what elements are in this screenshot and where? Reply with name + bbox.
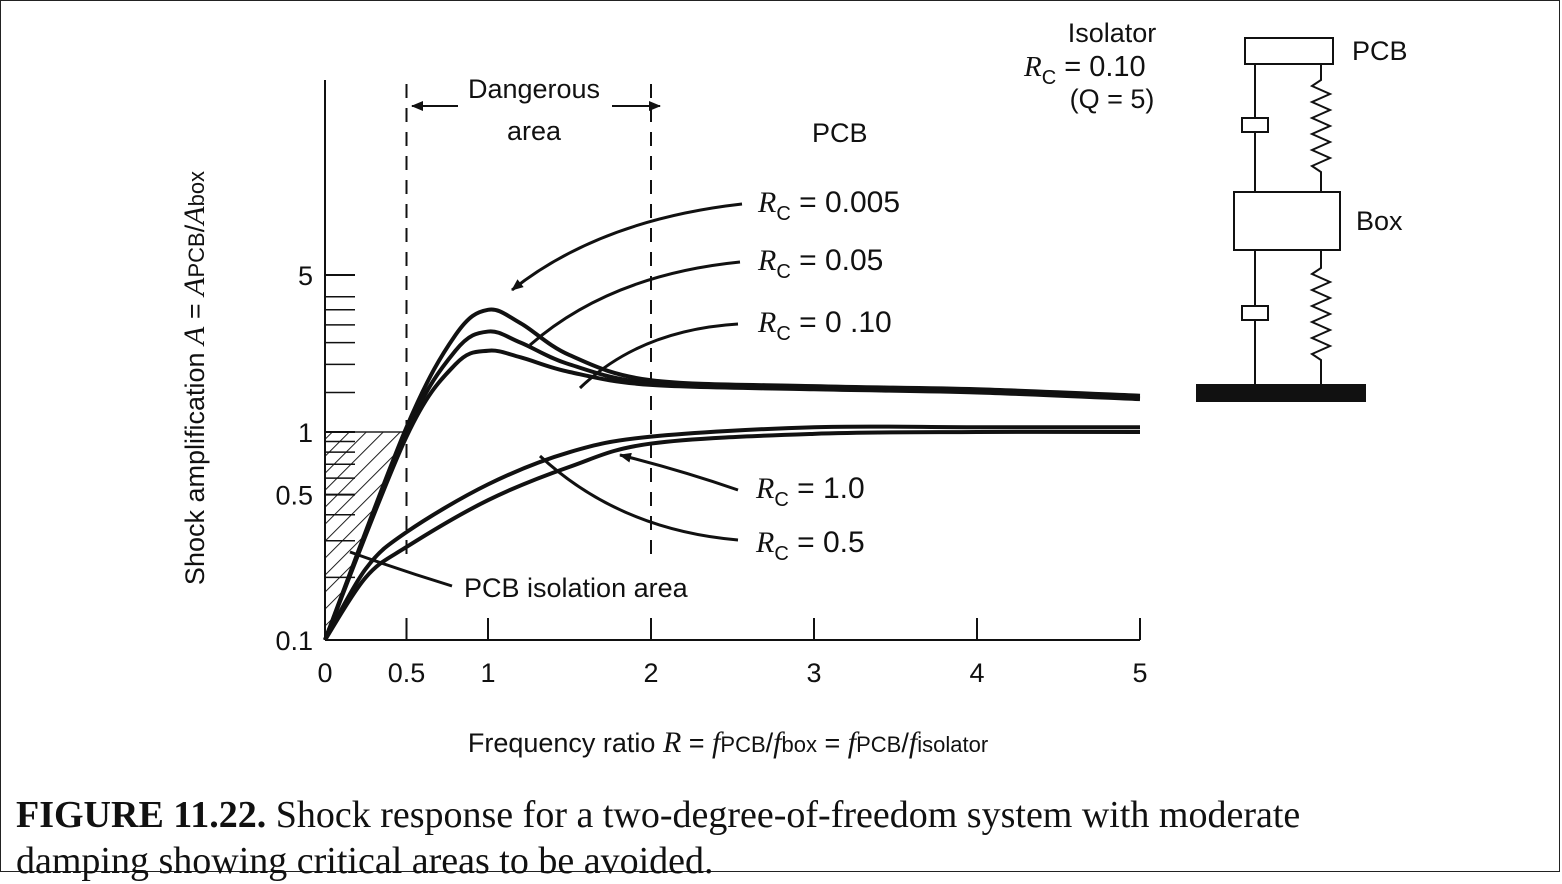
y-tick-label: 0.1 [275, 626, 313, 656]
x-tick-label: 0 [317, 658, 332, 688]
caption-figure-id: FIGURE 11.22. [16, 794, 267, 836]
leader-lines [349, 202, 743, 588]
x-tick-label: 1 [480, 658, 495, 688]
x-tick-label: 4 [969, 658, 984, 688]
series-label-4: RC = 0.5 [755, 526, 865, 565]
x-tick-label: 0.5 [388, 658, 426, 688]
lower-damper [1241, 305, 1269, 321]
dangerous-area-bounds [405, 84, 652, 560]
series-label-2: RC = 0 .10 [757, 306, 892, 345]
x-tick-label: 3 [806, 658, 821, 688]
figure-caption: FIGURE 11.22. Shock response for a two-d… [16, 792, 1556, 884]
pcb-inset-label: PCB [1352, 36, 1408, 66]
x-tick-group: 0 0.5 1 2 3 4 5 [317, 618, 1148, 688]
isolator-inset: Isolator RC = 0.10 (Q = 5) PCB Box [1023, 18, 1408, 402]
series-group [323, 307, 1141, 642]
series-label-1: RC = 0.05 [757, 244, 883, 283]
x-axis-label: Frequency ratio R = fPCB/fbox = fPCB/fis… [468, 726, 988, 759]
shock-response-chart: 0.1 0.5 1 5 0 0.5 1 2 3 4 5 Dangerous area PCB RC… [178, 18, 1408, 759]
box-mass-block [1233, 191, 1341, 251]
series-line-4 [323, 429, 1141, 642]
ground-base [1196, 384, 1366, 402]
pcb-isolation-label: PCB isolation area [464, 573, 689, 603]
series-line-3 [323, 424, 1140, 641]
y-tick-label: 1 [298, 418, 313, 448]
pcb-mass-block [1244, 37, 1334, 65]
leader-line-4 [538, 454, 739, 542]
series-line-1 [323, 329, 1141, 641]
caption-line2: damping showing critical areas to be avo… [16, 840, 714, 882]
upper-damper [1241, 117, 1269, 133]
upper-spring [1309, 64, 1333, 192]
y-axis-label: Shock amplification A = APCB/Abox [178, 171, 211, 585]
y-tick-label: 5 [298, 261, 313, 291]
caption-line1: Shock response for a two-degree-of-freed… [266, 794, 1301, 836]
series-line-2 [323, 348, 1141, 641]
series-label-0: RC = 0.005 [757, 186, 900, 225]
y-tick-label: 0.5 [275, 481, 313, 511]
leader-line-2 [578, 322, 739, 390]
x-tick-label: 2 [643, 658, 658, 688]
isolator-rc-label: RC = 0.10 [1023, 51, 1146, 89]
isolator-q-label: (Q = 5) [1070, 84, 1155, 114]
dangerous-label-line2: area [507, 116, 562, 146]
series-label-group: RC = 0.005 RC = 0.05 RC = 0 .10 RC = 1.0 RC … [755, 186, 900, 565]
leader-line-5 [349, 550, 453, 588]
dangerous-label-line1: Dangerous [468, 74, 600, 104]
lower-spring [1309, 250, 1333, 384]
y-tick-group: 0.1 0.5 1 5 [275, 261, 355, 656]
pcb-header-label: PCB [812, 118, 868, 148]
leader-line-0 [511, 202, 743, 292]
series-label-3: RC = 1.0 [755, 472, 865, 511]
x-tick-label: 5 [1132, 658, 1147, 688]
leader-line-1 [529, 260, 741, 347]
isolator-title: Isolator [1068, 18, 1157, 48]
box-inset-label: Box [1356, 206, 1403, 236]
leader-line-3 [619, 452, 739, 492]
